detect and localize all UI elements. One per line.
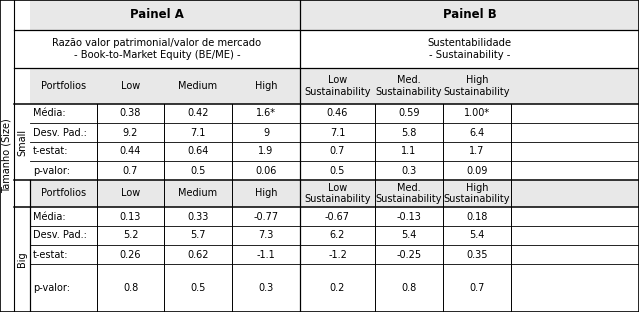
Text: 0.5: 0.5 <box>330 165 345 175</box>
Text: 5.8: 5.8 <box>401 128 417 138</box>
Text: -0.13: -0.13 <box>397 212 422 222</box>
Text: p-valor:: p-valor: <box>33 165 70 175</box>
Text: 0.33: 0.33 <box>187 212 209 222</box>
Bar <box>14 180 639 207</box>
Text: 0.44: 0.44 <box>120 147 141 157</box>
Bar <box>14 0 639 30</box>
Text: Low
Sustainability: Low Sustainability <box>304 75 371 97</box>
Text: 0.46: 0.46 <box>327 109 348 119</box>
Text: Medium: Medium <box>178 81 217 91</box>
Text: 0.62: 0.62 <box>187 250 209 260</box>
Text: p-valor:: p-valor: <box>33 283 70 293</box>
Text: 5.2: 5.2 <box>123 231 138 241</box>
Bar <box>14 68 639 104</box>
Text: Desv. Pad.:: Desv. Pad.: <box>33 231 87 241</box>
Text: 0.3: 0.3 <box>258 283 273 293</box>
Text: 7.1: 7.1 <box>330 128 345 138</box>
Text: 0.7: 0.7 <box>469 283 485 293</box>
Text: 1.6*: 1.6* <box>256 109 276 119</box>
Bar <box>14 207 639 312</box>
Text: Portfolios: Portfolios <box>41 188 86 198</box>
Bar <box>14 30 639 68</box>
Text: 9.2: 9.2 <box>123 128 138 138</box>
Text: 0.7: 0.7 <box>123 165 138 175</box>
Text: 0.13: 0.13 <box>120 212 141 222</box>
Text: 1.7: 1.7 <box>469 147 485 157</box>
Text: 0.59: 0.59 <box>398 109 420 119</box>
Text: 5.4: 5.4 <box>401 231 417 241</box>
Text: 5.4: 5.4 <box>469 231 485 241</box>
Text: High: High <box>255 188 277 198</box>
Text: 0.35: 0.35 <box>466 250 488 260</box>
Text: Big: Big <box>17 252 27 267</box>
Text: Média:: Média: <box>33 212 66 222</box>
Text: High: High <box>255 81 277 91</box>
Text: Small: Small <box>17 129 27 156</box>
Text: 7.3: 7.3 <box>258 231 273 241</box>
Text: Low: Low <box>121 188 140 198</box>
Text: 0.42: 0.42 <box>187 109 209 119</box>
Text: 0.18: 0.18 <box>466 212 488 222</box>
Text: Sustentabilidade
- Sustainability -: Sustentabilidade - Sustainability - <box>427 38 512 60</box>
Text: Desv. Pad.:: Desv. Pad.: <box>33 128 87 138</box>
Text: Med.
Sustainability: Med. Sustainability <box>376 183 442 204</box>
Text: 5.7: 5.7 <box>190 231 206 241</box>
Text: t-estat:: t-estat: <box>33 250 68 260</box>
Text: 0.38: 0.38 <box>120 109 141 119</box>
Text: Média:: Média: <box>33 109 66 119</box>
Text: 0.2: 0.2 <box>330 283 345 293</box>
Text: 0.26: 0.26 <box>119 250 141 260</box>
Text: 0.8: 0.8 <box>401 283 417 293</box>
Text: 0.3: 0.3 <box>401 165 417 175</box>
Text: Medium: Medium <box>178 188 217 198</box>
Text: 1.1: 1.1 <box>401 147 417 157</box>
Text: -0.25: -0.25 <box>396 250 422 260</box>
Text: Med.
Sustainability: Med. Sustainability <box>376 75 442 97</box>
Text: 1.9: 1.9 <box>258 147 273 157</box>
Text: t-estat:: t-estat: <box>33 147 68 157</box>
Text: 0.8: 0.8 <box>123 283 138 293</box>
Text: 7.1: 7.1 <box>190 128 206 138</box>
Text: 0.09: 0.09 <box>466 165 488 175</box>
Text: High
Sustainability: High Sustainability <box>443 75 511 97</box>
Text: 0.06: 0.06 <box>256 165 277 175</box>
Text: 0.5: 0.5 <box>190 283 206 293</box>
Text: 0.64: 0.64 <box>187 147 209 157</box>
Text: Low
Sustainability: Low Sustainability <box>304 183 371 204</box>
Text: Razão valor patrimonial/valor de mercado
- Book-to-Market Equity (BE/ME) -: Razão valor patrimonial/valor de mercado… <box>52 38 261 60</box>
Text: Tamanho (Size): Tamanho (Size) <box>2 119 12 193</box>
Text: Low: Low <box>121 81 140 91</box>
Text: -1.2: -1.2 <box>328 250 347 260</box>
Text: 9: 9 <box>263 128 269 138</box>
Bar <box>14 104 639 180</box>
Text: -0.77: -0.77 <box>254 212 279 222</box>
Text: 6.2: 6.2 <box>330 231 345 241</box>
Text: 0.5: 0.5 <box>190 165 206 175</box>
Text: 1.00*: 1.00* <box>464 109 490 119</box>
Text: Painel B: Painel B <box>443 8 497 22</box>
Text: 6.4: 6.4 <box>470 128 484 138</box>
Text: -0.67: -0.67 <box>325 212 350 222</box>
Text: Portfolios: Portfolios <box>41 81 86 91</box>
Text: 0.7: 0.7 <box>330 147 345 157</box>
Bar <box>0 0 30 312</box>
Text: Painel A: Painel A <box>130 8 184 22</box>
Text: High
Sustainability: High Sustainability <box>443 183 511 204</box>
Text: -1.1: -1.1 <box>257 250 275 260</box>
